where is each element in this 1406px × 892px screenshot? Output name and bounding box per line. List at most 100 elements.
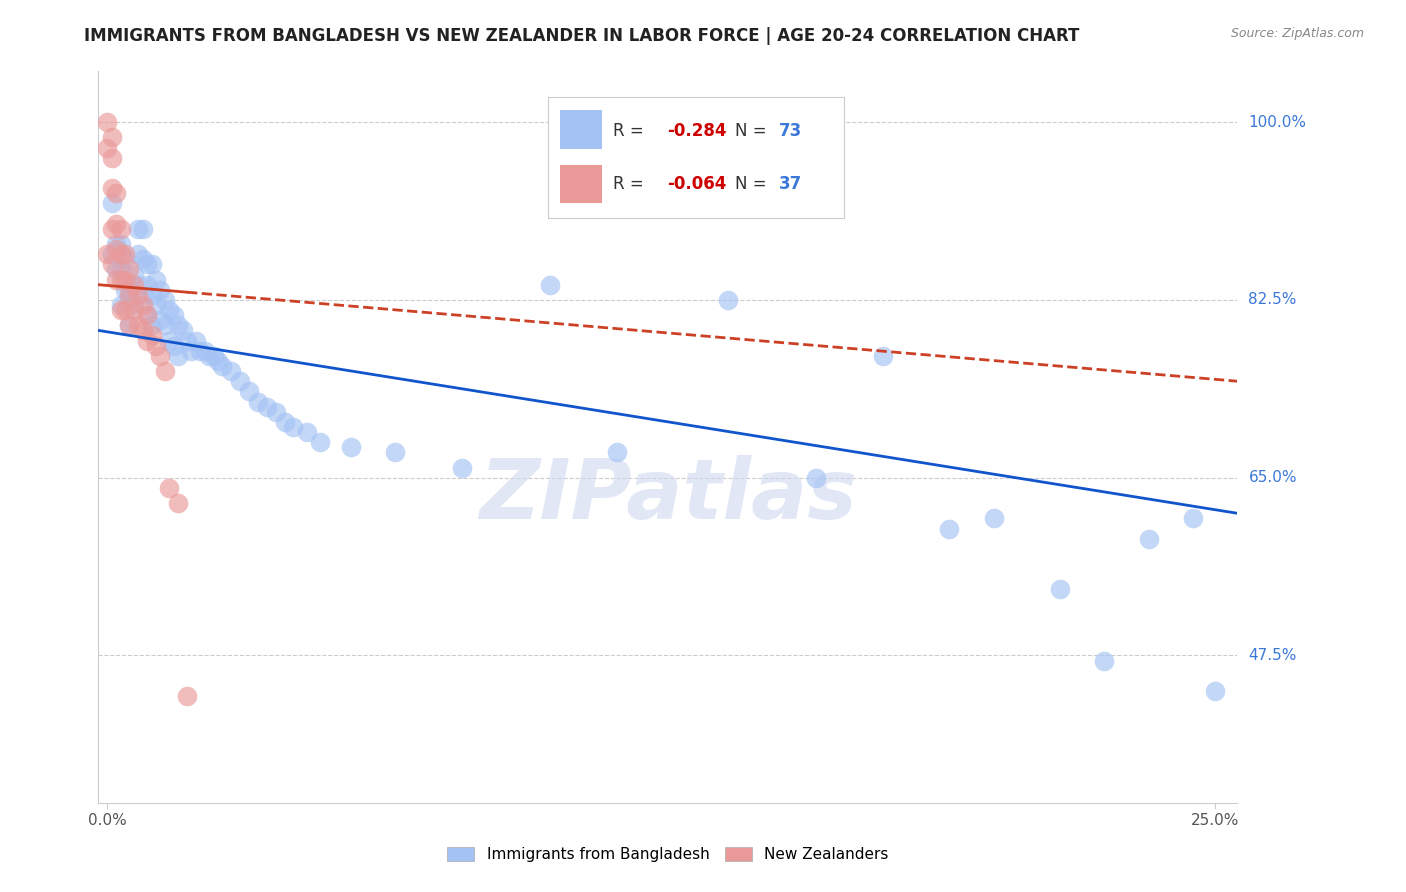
Point <box>157 481 180 495</box>
Point <box>806 471 828 485</box>
Point <box>114 252 136 267</box>
Point <box>127 277 149 292</box>
Point <box>110 272 132 286</box>
Point <box>136 308 159 322</box>
Point <box>141 288 163 302</box>
Point <box>176 689 198 703</box>
Point <box>141 257 163 271</box>
Text: 47.5%: 47.5% <box>1249 648 1296 663</box>
Point <box>122 298 145 312</box>
Point <box>202 349 225 363</box>
Point <box>145 272 167 286</box>
Point <box>1204 684 1226 698</box>
Point <box>229 374 252 388</box>
Point <box>118 283 141 297</box>
Point <box>100 257 122 271</box>
Point <box>283 420 305 434</box>
Point <box>176 334 198 348</box>
Point <box>167 349 190 363</box>
Point <box>132 252 155 267</box>
Point <box>114 303 136 318</box>
Point <box>122 277 145 292</box>
Point <box>127 318 149 333</box>
Point <box>295 425 318 439</box>
Point <box>184 334 207 348</box>
Text: 82.5%: 82.5% <box>1249 293 1296 308</box>
Legend: Immigrants from Bangladesh, New Zealanders: Immigrants from Bangladesh, New Zealande… <box>441 841 894 868</box>
Point <box>114 283 136 297</box>
Point <box>127 247 149 261</box>
Point <box>153 318 176 333</box>
Point <box>132 298 155 312</box>
Point <box>717 293 740 307</box>
Point <box>207 354 229 368</box>
Text: 100.0%: 100.0% <box>1249 115 1306 129</box>
Point <box>122 303 145 318</box>
Point <box>153 293 176 307</box>
Point <box>157 303 180 318</box>
Point <box>100 130 122 145</box>
Point <box>188 343 211 358</box>
Point <box>1092 654 1115 668</box>
Text: Source: ZipAtlas.com: Source: ZipAtlas.com <box>1230 27 1364 40</box>
Point <box>450 460 472 475</box>
Point <box>110 222 132 236</box>
Point <box>606 445 628 459</box>
Point <box>127 222 149 236</box>
Point <box>100 151 122 165</box>
Point <box>264 405 287 419</box>
Point <box>118 293 141 307</box>
Point <box>872 349 894 363</box>
Point <box>105 262 128 277</box>
Point <box>938 521 960 535</box>
Point <box>194 343 217 358</box>
Point <box>340 440 363 454</box>
Point <box>1137 532 1160 546</box>
Text: ZIPatlas: ZIPatlas <box>479 455 856 536</box>
Point <box>114 272 136 286</box>
Point <box>110 237 132 252</box>
Point <box>141 318 163 333</box>
Point <box>132 222 155 236</box>
Point <box>167 496 190 510</box>
Point <box>141 328 163 343</box>
Point <box>163 308 186 322</box>
Point <box>127 288 149 302</box>
Point <box>105 217 128 231</box>
Point <box>105 237 128 252</box>
Point <box>118 262 141 277</box>
Point <box>118 288 141 302</box>
Point <box>118 318 141 333</box>
Point <box>273 415 295 429</box>
Point <box>136 277 159 292</box>
Point <box>110 247 132 261</box>
Point <box>1049 582 1071 597</box>
Point <box>149 313 172 327</box>
Point <box>100 247 122 261</box>
Point <box>221 364 243 378</box>
Point <box>180 343 202 358</box>
Point <box>309 435 332 450</box>
Point <box>246 394 269 409</box>
Point <box>983 511 1005 525</box>
Point <box>122 268 145 282</box>
Point <box>100 181 122 195</box>
Point <box>105 272 128 286</box>
Point <box>163 338 186 352</box>
Point <box>105 242 128 256</box>
Point <box>118 318 141 333</box>
Point <box>136 308 159 322</box>
Point <box>96 140 118 154</box>
Point <box>1181 511 1204 525</box>
Point <box>110 262 132 277</box>
Point <box>105 186 128 201</box>
Point <box>96 247 118 261</box>
Point <box>211 359 233 373</box>
Point <box>145 298 167 312</box>
Point <box>198 349 221 363</box>
Point <box>153 364 176 378</box>
Point <box>256 400 278 414</box>
Point <box>157 334 180 348</box>
Point <box>114 247 136 261</box>
Point <box>149 349 172 363</box>
